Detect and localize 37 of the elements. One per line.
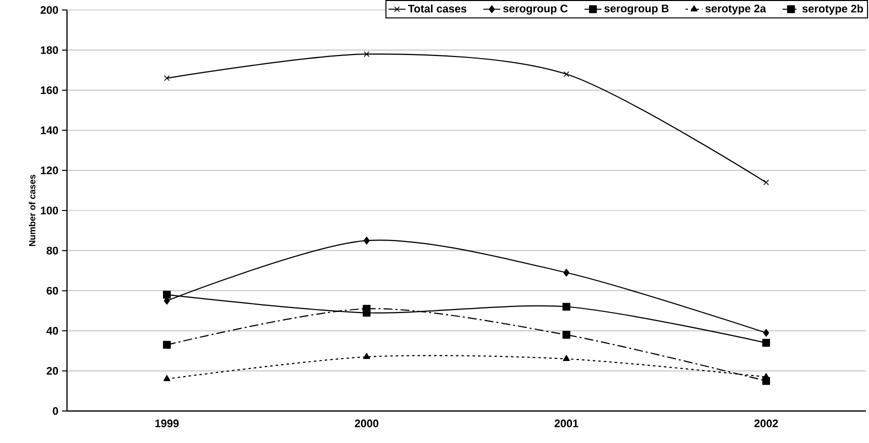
point (564, 71, 570, 78)
point (563, 268, 570, 277)
y-tick-label: 100 (40, 206, 58, 214)
point (763, 328, 770, 337)
point (562, 302, 570, 311)
legend-label: Total cases (408, 4, 466, 13)
y-tick-label: 180 (40, 46, 58, 54)
legend-label: serogroup C (503, 4, 568, 15)
point (162, 340, 171, 349)
point (364, 236, 370, 244)
point (363, 352, 370, 360)
point (562, 354, 570, 362)
point (162, 290, 171, 299)
y-tick-label: 140 (40, 126, 58, 134)
legend-label: serotype 2b (802, 4, 864, 15)
x-tick-label: 2000 (354, 420, 378, 428)
point (562, 330, 570, 339)
point (163, 375, 170, 382)
y-tick-label: 200 (40, 6, 58, 14)
y-tick-label: 20 (46, 367, 58, 375)
point (164, 75, 170, 82)
x-tick-label: 2001 (554, 420, 578, 428)
point (364, 51, 370, 57)
y-tick-label: 0 (52, 407, 58, 415)
y-tick-label: 60 (46, 286, 58, 295)
legend-label: serogroup B (604, 4, 669, 15)
point (763, 180, 770, 186)
y-tick-label: 40 (46, 326, 58, 335)
x-tick-label: 1999 (155, 420, 179, 428)
legend-label: serotype 2a (705, 4, 766, 15)
y-axis-title: Number of cases (28, 174, 36, 246)
y-tick-label: 80 (46, 246, 58, 254)
y-tick-label: 160 (40, 86, 58, 94)
point (762, 338, 770, 347)
x-tick-label: 2002 (754, 420, 778, 428)
point (362, 308, 371, 317)
y-tick-label: 120 (40, 166, 58, 174)
